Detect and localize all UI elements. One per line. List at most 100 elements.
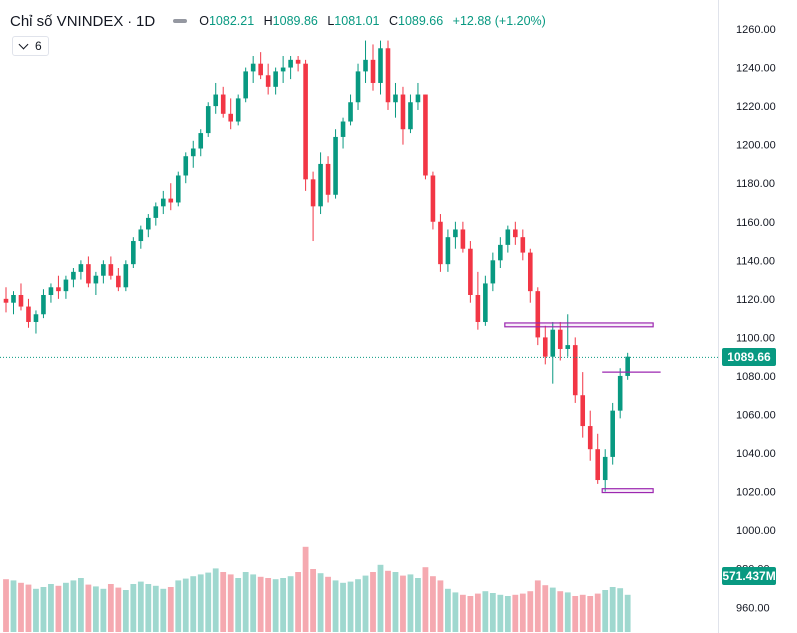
price-tick-label: 1220.00 [736, 101, 776, 113]
volume-bar [587, 596, 594, 632]
interval-label[interactable]: 1D [136, 12, 156, 30]
candle-body [86, 264, 91, 284]
volume-bar [145, 584, 152, 632]
price-tick-label: 1200.00 [736, 140, 776, 152]
volume-bar [579, 594, 586, 632]
candle-body [11, 294, 16, 303]
close-label: C [388, 14, 398, 28]
price-tick-label: 1180.00 [736, 178, 775, 190]
volume-bar [497, 594, 504, 632]
candle-body [490, 260, 496, 284]
indicators-toggle-button[interactable]: 6 [12, 36, 49, 56]
candle-body [572, 345, 578, 396]
change-value: +12.88 (+1.20%) [452, 14, 546, 28]
candle-body [348, 102, 353, 122]
candle-body [101, 264, 106, 276]
volume-bar [519, 593, 526, 632]
volume-bar [152, 585, 159, 632]
volume-bar [190, 576, 197, 632]
volume-bar [220, 572, 227, 632]
volume-bar [362, 575, 369, 632]
volume-bar [100, 588, 107, 632]
candle-body [445, 237, 451, 265]
volume-bar [63, 582, 69, 632]
candle-body [400, 94, 406, 130]
volume-bar [227, 574, 234, 632]
candle-body [587, 426, 593, 450]
candle-body [168, 198, 174, 203]
volume-bar [445, 588, 451, 632]
candle-body [535, 291, 541, 338]
indicator-count: 6 [35, 39, 42, 53]
volume-bar [167, 587, 174, 632]
candle-body [580, 395, 586, 427]
candle-body [370, 59, 376, 83]
candle-body [318, 163, 323, 207]
low-value: 1081.01 [334, 14, 380, 28]
candle-body [557, 329, 563, 349]
volume-bar [602, 590, 609, 632]
candle-body [3, 298, 9, 303]
volume-bar [137, 581, 144, 632]
candle-body [393, 94, 398, 103]
volume-bar [18, 582, 24, 632]
volume-bar [557, 591, 564, 632]
chart-legend: Chỉ số VNINDEX · 1D O1082.21 H1089.86 L1… [10, 10, 546, 32]
volume-bar [422, 567, 429, 632]
high-label: H [263, 14, 273, 28]
candle-body [565, 345, 571, 349]
candle-body [160, 198, 166, 207]
candle-body [542, 337, 548, 357]
support-resistance-zone[interactable] [504, 322, 654, 328]
price-tick-label: 960.00 [736, 602, 770, 614]
volume-bar [430, 576, 436, 632]
price-tick-label: 1140.00 [736, 255, 775, 267]
volume-bar [257, 576, 264, 632]
candle-body [617, 375, 623, 411]
candle-body [146, 217, 151, 230]
candle-body [325, 163, 331, 195]
candle-body [116, 275, 121, 288]
candle-body [280, 67, 286, 72]
candle-body [93, 275, 99, 284]
candle-body [108, 264, 114, 276]
volume-bar [310, 569, 316, 632]
candle-body [385, 48, 391, 103]
candle-body [595, 449, 601, 481]
volume-bar [534, 580, 541, 632]
volume-bar [392, 572, 399, 632]
symbol-title[interactable]: Chỉ số VNINDEX [10, 12, 124, 30]
candle-body [250, 63, 256, 72]
volume-bar [474, 593, 481, 632]
candle-body [602, 456, 608, 481]
candle-body [528, 252, 533, 292]
candle-body [198, 133, 204, 149]
volume-bar [70, 580, 77, 632]
volume-bar [527, 591, 534, 632]
volume-bar [197, 574, 204, 632]
candle-body [258, 63, 263, 76]
candle-body [408, 102, 413, 130]
volume-bar [489, 593, 496, 632]
collapse-icon[interactable] [173, 19, 188, 23]
support-resistance-zone[interactable] [601, 488, 654, 494]
candle-body [550, 329, 556, 357]
last-price-badge: 1089.66 [722, 348, 776, 367]
volume-bar [437, 580, 444, 632]
volume-bar [459, 594, 466, 632]
candle-body [415, 94, 421, 103]
candle-body [56, 287, 61, 292]
candle-body [340, 121, 346, 137]
volume-bar [594, 593, 601, 632]
candle-body [71, 271, 76, 280]
volume-bar [355, 579, 361, 632]
candle-body [475, 294, 481, 322]
drawings[interactable] [0, 322, 718, 494]
price-axis[interactable]: 1260.00 1240.00 1220.00 1200.00 1180.00 1160.… [736, 24, 776, 614]
volume-bar [122, 590, 129, 632]
candle-body [310, 179, 316, 207]
volume-bar [107, 584, 114, 632]
candle-body [41, 294, 46, 315]
